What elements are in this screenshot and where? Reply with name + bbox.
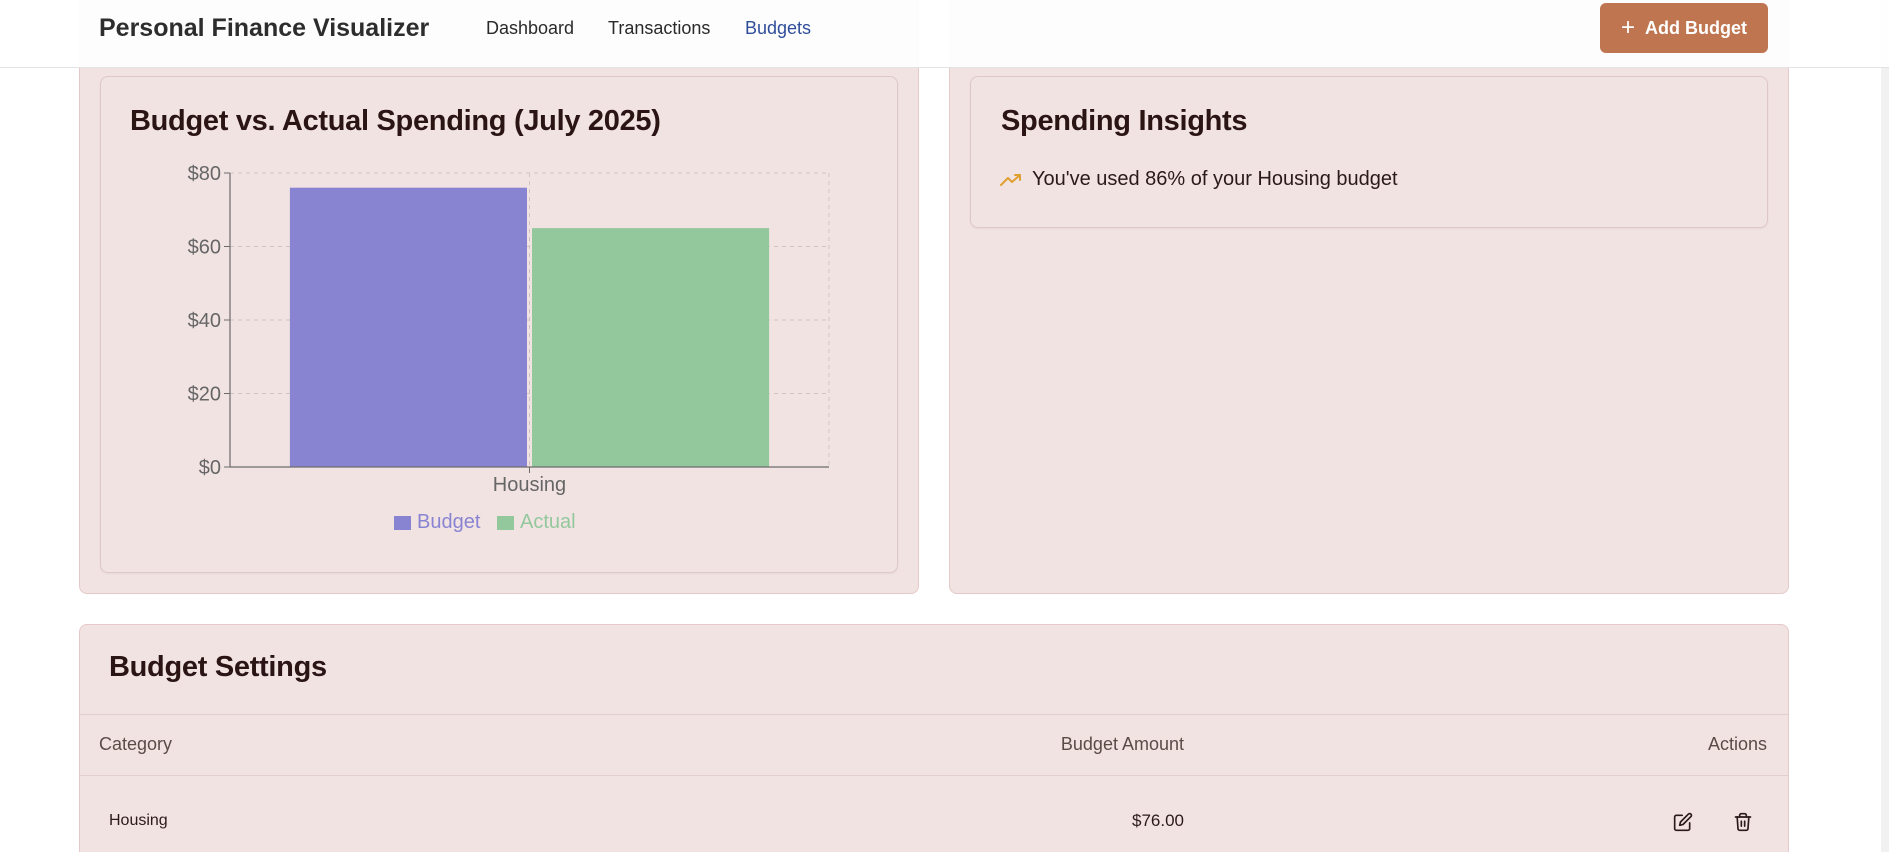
insight-item: You've used 86% of your Housing budget: [1000, 168, 1398, 191]
row-category: Housing: [109, 812, 168, 829]
legend-item-actual[interactable]: Actual: [497, 511, 576, 534]
column-header-actions: Actions: [1707, 734, 1767, 754]
legend-swatch-actual: [497, 515, 514, 530]
spending-insights-card: [970, 76, 1768, 228]
table-header-divider: [80, 775, 1788, 776]
edit-button[interactable]: [1667, 806, 1699, 838]
nav-dashboard[interactable]: Dashboard: [486, 18, 575, 38]
chart-title: Budget vs. Actual Spending (July 2025): [130, 105, 661, 137]
add-budget-label: Add Budget: [1645, 17, 1747, 38]
app-title[interactable]: Personal Finance Visualizer: [99, 14, 430, 42]
nav-transactions[interactable]: Transactions: [608, 18, 711, 38]
legend-label-budget: Budget: [417, 511, 481, 533]
column-header-category: Category: [99, 734, 173, 754]
budget-vs-actual-card: [100, 76, 898, 573]
delete-button[interactable]: [1727, 806, 1759, 838]
trending-up-icon: [1000, 173, 1021, 186]
legend-item-budget[interactable]: Budget: [394, 511, 480, 534]
nav-budgets[interactable]: Budgets: [745, 18, 812, 38]
insights-title: Spending Insights: [1001, 105, 1248, 137]
legend-swatch-budget: [394, 515, 411, 530]
column-header-budget-amount: Budget Amount: [1060, 734, 1184, 754]
settings-title: Budget Settings: [109, 651, 327, 683]
legend-label-actual: Actual: [520, 511, 576, 533]
table-top-divider: [80, 714, 1788, 715]
plus-icon: +: [1621, 14, 1636, 41]
insight-text: You've used 86% of your Housing budget: [1032, 168, 1398, 190]
app-header: Personal Finance Visualizer Dashboard Tr…: [0, 0, 1889, 68]
edit-icon: [1673, 812, 1693, 832]
row-amount: $76.00: [1132, 811, 1184, 830]
page-scrollbar[interactable]: [1881, 0, 1889, 852]
budget-settings-card: [79, 624, 1789, 852]
add-budget-button[interactable]: + Add Budget: [1600, 3, 1768, 53]
trash-icon: [1734, 812, 1752, 832]
